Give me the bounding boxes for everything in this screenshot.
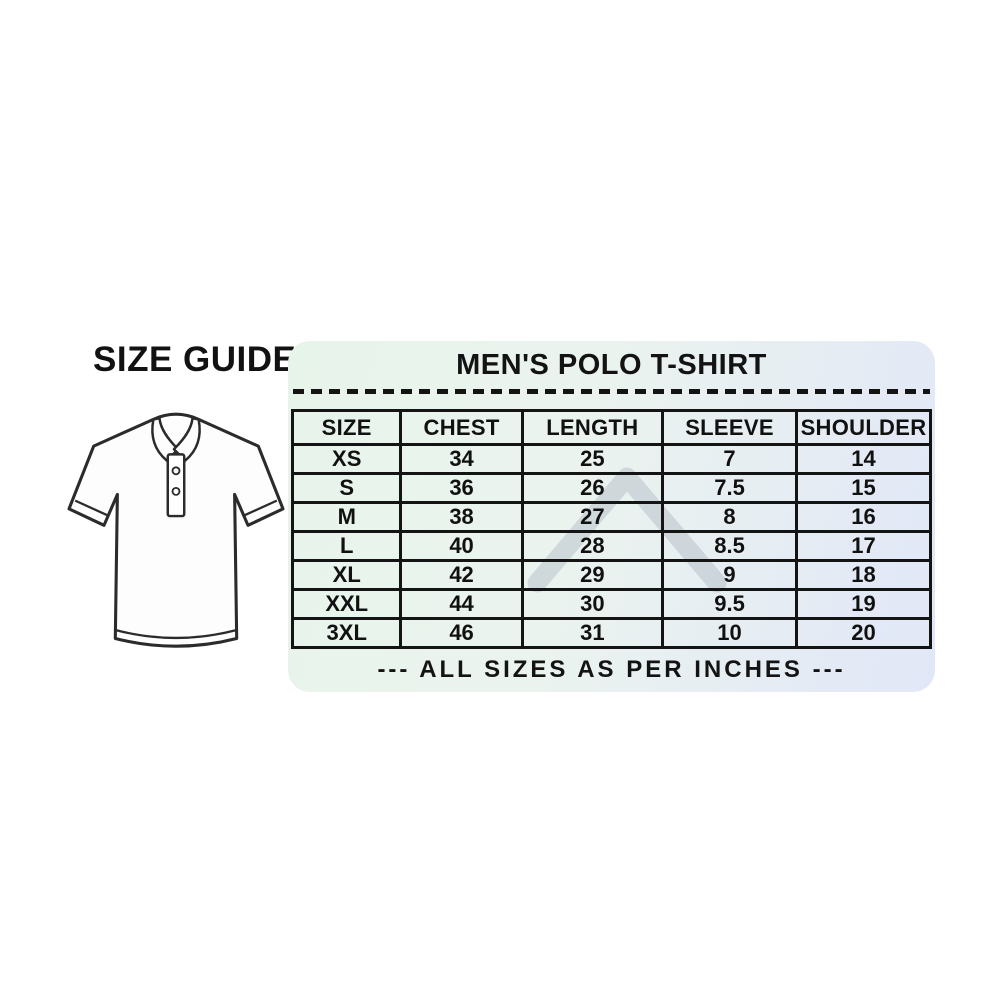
size-cell: L — [290, 530, 403, 562]
size-cell: 3XL — [290, 617, 403, 649]
table-row: XS 34 25 7 14 — [290, 443, 932, 475]
table-row: XXL 44 30 9.5 19 — [290, 588, 932, 620]
length-cell: 27 — [520, 501, 665, 533]
col-header-length: LENGTH — [520, 409, 665, 446]
sleeve-cell: 7.5 — [661, 472, 798, 504]
sleeve-cell: 10 — [661, 617, 798, 649]
table-row: L 40 28 8.5 17 — [290, 530, 932, 562]
length-cell: 25 — [520, 443, 665, 475]
size-table-container: SIZE CHEST LENGTH SLEEVE SHOULDER XS 34 … — [290, 409, 932, 649]
shoulder-cell: 19 — [795, 588, 932, 620]
size-table: SIZE CHEST LENGTH SLEEVE SHOULDER XS 34 … — [290, 409, 932, 649]
length-cell: 31 — [520, 617, 665, 649]
table-row: 3XL 46 31 10 20 — [290, 617, 932, 649]
length-cell: 30 — [520, 588, 665, 620]
sleeve-cell: 9 — [661, 559, 798, 591]
chest-cell: 38 — [399, 501, 524, 533]
polo-shirt-illustration — [62, 406, 290, 658]
length-cell: 26 — [520, 472, 665, 504]
size-cell: M — [290, 501, 403, 533]
sleeve-cell: 9.5 — [661, 588, 798, 620]
sleeve-cell: 8 — [661, 501, 798, 533]
size-guide-title: SIZE GUIDE — [93, 340, 297, 379]
col-header-shoulder: SHOULDER — [795, 409, 932, 446]
col-header-sleeve: SLEEVE — [661, 409, 798, 446]
chest-cell: 46 — [399, 617, 524, 649]
col-header-chest: CHEST — [399, 409, 524, 446]
size-cell: XL — [290, 559, 403, 591]
units-note: --- ALL SIZES AS PER INCHES --- — [377, 656, 846, 683]
product-title: MEN'S POLO T-SHIRT — [456, 349, 767, 381]
table-row: S 36 26 7.5 15 — [290, 472, 932, 504]
chest-cell: 36 — [399, 472, 524, 504]
dashed-divider — [293, 389, 930, 394]
shoulder-cell: 16 — [795, 501, 932, 533]
col-header-size: SIZE — [290, 409, 403, 446]
size-cell: S — [290, 472, 403, 504]
shoulder-cell: 18 — [795, 559, 932, 591]
size-cell: XXL — [290, 588, 403, 620]
table-header-row: SIZE CHEST LENGTH SLEEVE SHOULDER — [290, 409, 932, 446]
polo-shirt-icon — [67, 412, 285, 648]
shoulder-cell: 17 — [795, 530, 932, 562]
size-cell: XS — [290, 443, 403, 475]
shoulder-cell: 15 — [795, 472, 932, 504]
chest-cell: 42 — [399, 559, 524, 591]
sleeve-cell: 7 — [661, 443, 798, 475]
chest-cell: 44 — [399, 588, 524, 620]
table-row: XL 42 29 9 18 — [290, 559, 932, 591]
sleeve-cell: 8.5 — [661, 530, 798, 562]
shoulder-cell: 14 — [795, 443, 932, 475]
length-cell: 28 — [520, 530, 665, 562]
size-chart-panel: MEN'S POLO T-SHIRT SIZE CHEST LENGTH SLE… — [288, 341, 935, 692]
table-row: M 38 27 8 16 — [290, 501, 932, 533]
chest-cell: 34 — [399, 443, 524, 475]
length-cell: 29 — [520, 559, 665, 591]
shoulder-cell: 20 — [795, 617, 932, 649]
chest-cell: 40 — [399, 530, 524, 562]
